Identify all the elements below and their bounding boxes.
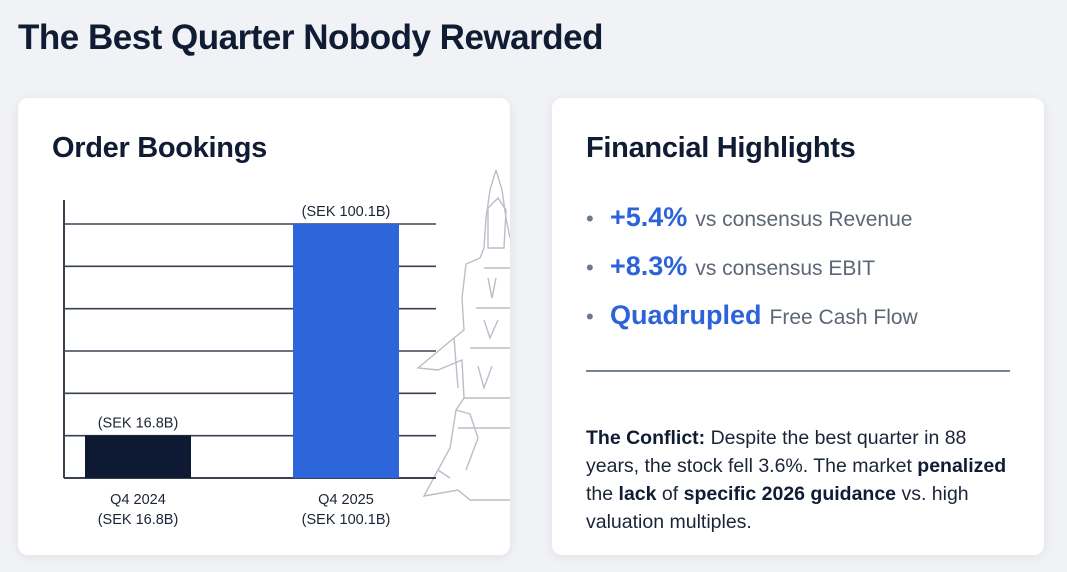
order-bookings-chart: (SEK 16.8B) (SEK 100.1B) Q4 2024 (SEK 16…: [63, 169, 510, 528]
x-tick-label-q4-2024: Q4 2024: [110, 492, 166, 508]
highlight-ebit: • +8.3% vs consensus EBIT: [586, 251, 918, 300]
financial-highlights-card: Financial Highlights • +5.4% vs consensu…: [552, 98, 1044, 555]
highlight-value: +8.3%: [610, 251, 688, 281]
conflict-emphasis: lack: [618, 482, 657, 505]
financial-highlights-title: Financial Highlights: [586, 132, 856, 164]
highlight-label: vs consensus Revenue: [695, 208, 913, 231]
conflict-text: Despite the best quarter in 88 years, th…: [586, 426, 967, 477]
highlight-label: vs consensus EBIT: [695, 257, 876, 280]
bullet-dot-icon: •: [586, 304, 594, 329]
bar-q4-2024: [85, 435, 191, 478]
section-divider: [586, 370, 1010, 372]
data-label-q4-2024: (SEK 16.8B): [98, 415, 179, 431]
bullet-dot-icon: •: [586, 206, 594, 231]
bullet-dot-icon: •: [586, 255, 594, 280]
order-bookings-card: Order Bookings (SEK 16.8B) (SEK: [18, 98, 510, 555]
conflict-lead: The Conflict:: [586, 426, 706, 449]
conflict-text: the: [586, 482, 619, 505]
highlight-revenue: • +5.4% vs consensus Revenue: [586, 202, 918, 251]
bar-q4-2025: [293, 224, 399, 478]
conflict-text: of: [656, 482, 684, 505]
x-tick-label-q4-2025: Q4 2025: [318, 492, 374, 508]
data-label-q4-2025: (SEK 100.1B): [302, 204, 391, 220]
highlights-list: • +5.4% vs consensus Revenue • +8.3% vs …: [586, 202, 918, 349]
order-bookings-title: Order Bookings: [52, 132, 267, 164]
x-tick-sublabel-q4-2025: (SEK 100.1B): [302, 512, 391, 528]
highlight-label: Free Cash Flow: [769, 306, 918, 329]
conflict-text: vs. high valuation multiples.: [586, 482, 969, 533]
conflict-paragraph: The Conflict: Despite the best quarter i…: [586, 424, 1016, 536]
fighter-jet-illustration: [416, 169, 510, 501]
conflict-emphasis: specific 2026 guidance: [683, 482, 897, 505]
page-title: The Best Quarter Nobody Rewarded: [18, 18, 603, 57]
x-tick-sublabel-q4-2024: (SEK 16.8B): [98, 512, 179, 528]
highlight-value: Quadrupled: [610, 300, 762, 330]
highlight-value: +5.4%: [610, 202, 688, 232]
conflict-emphasis: penalized: [917, 454, 1007, 477]
highlight-fcf: • Quadrupled Free Cash Flow: [586, 300, 918, 349]
